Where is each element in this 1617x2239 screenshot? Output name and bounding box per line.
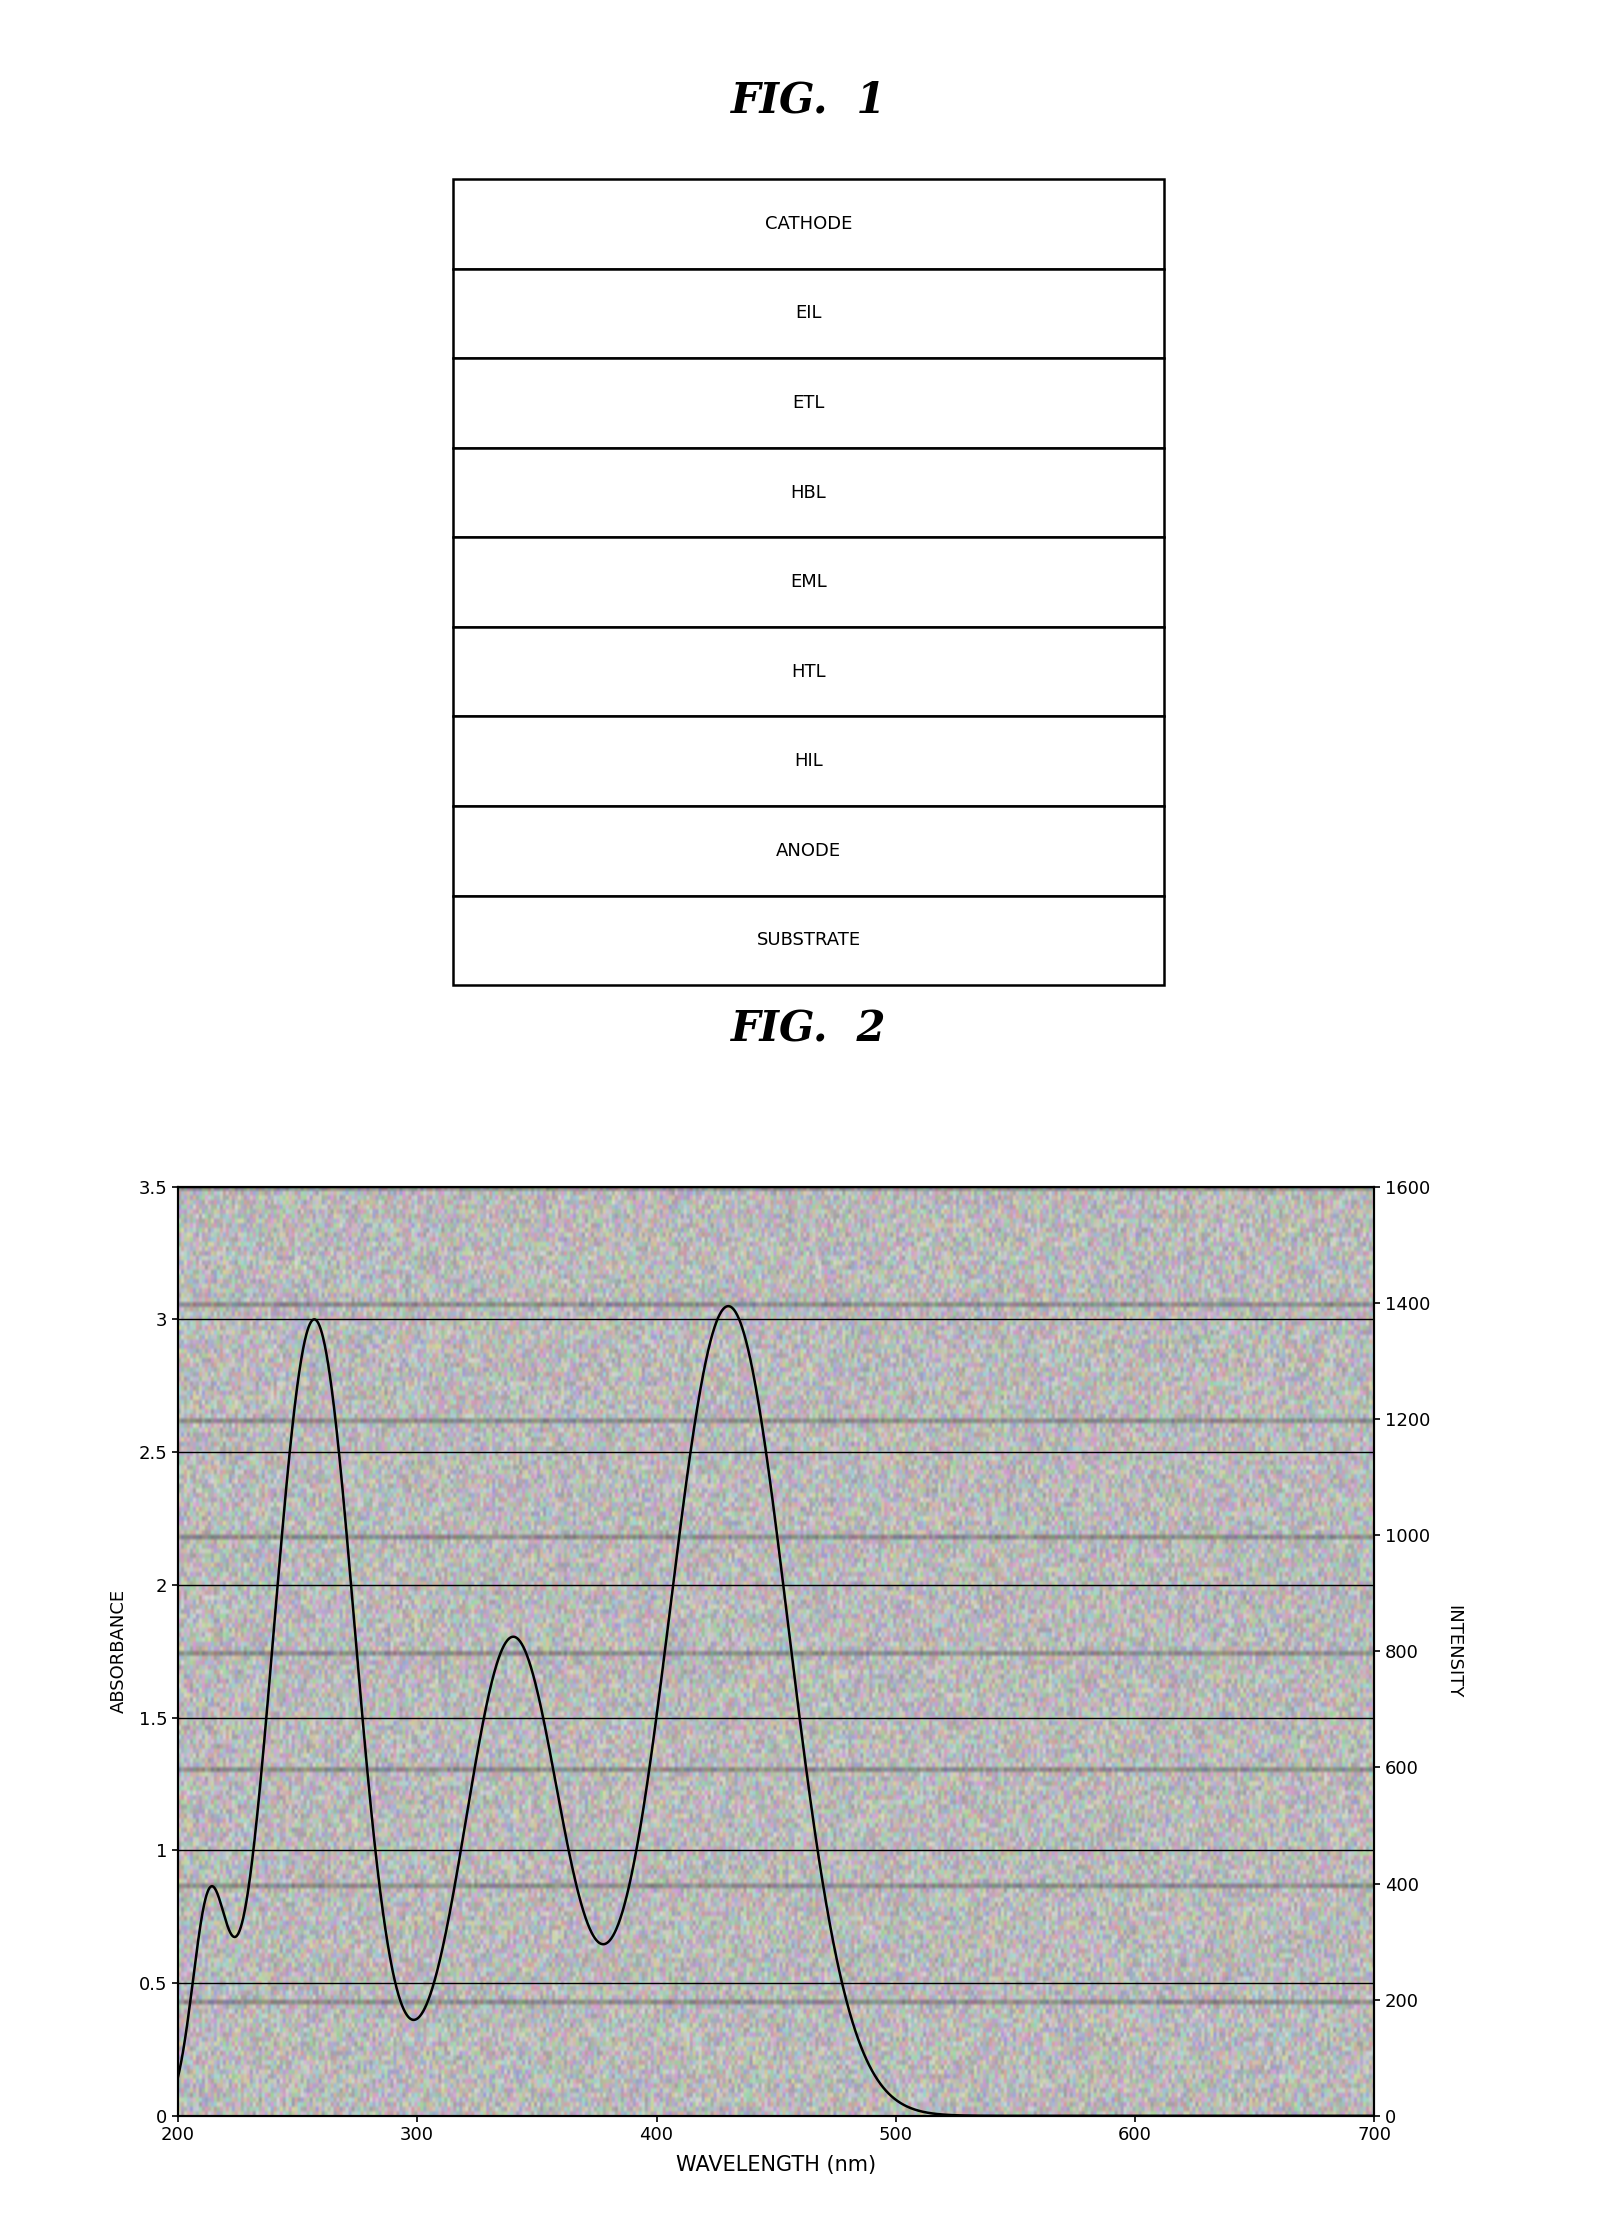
Text: EML: EML (791, 573, 826, 591)
Text: FIG.  2: FIG. 2 (731, 1010, 886, 1050)
Text: FIG.  1: FIG. 1 (731, 81, 886, 121)
Text: HBL: HBL (791, 484, 826, 502)
Text: HTL: HTL (791, 663, 826, 681)
Text: ETL: ETL (792, 394, 825, 412)
Text: ANODE: ANODE (776, 842, 841, 860)
Text: EIL: EIL (796, 305, 821, 322)
Y-axis label: INTENSITY: INTENSITY (1444, 1605, 1462, 1697)
Text: SUBSTRATE: SUBSTRATE (757, 931, 860, 949)
Y-axis label: ABSORBANCE: ABSORBANCE (110, 1590, 128, 1713)
Text: HIL: HIL (794, 752, 823, 770)
Text: CATHODE: CATHODE (765, 215, 852, 233)
X-axis label: WAVELENGTH (nm): WAVELENGTH (nm) (676, 2156, 876, 2176)
